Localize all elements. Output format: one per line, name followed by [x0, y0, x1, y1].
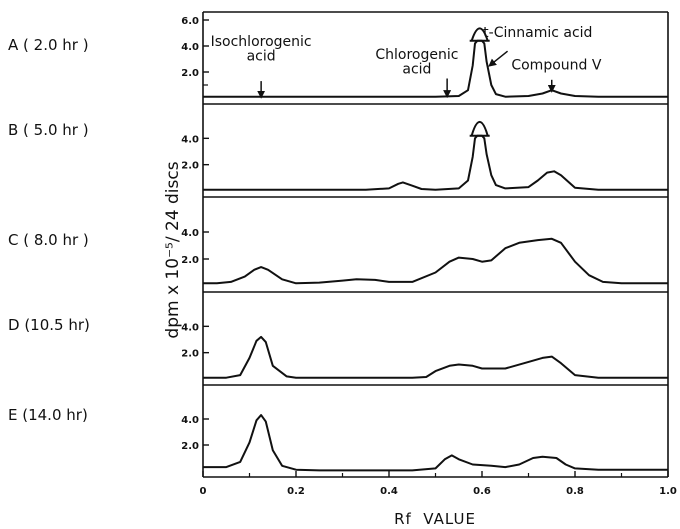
peak-annotation: Isochlorogenic	[211, 34, 312, 50]
off-scale-peak-cap	[470, 27, 489, 42]
y-tick-label: 2.0	[181, 161, 199, 172]
x-tick-label: 0.6	[473, 486, 491, 497]
y-tick-label: 4.0	[181, 415, 199, 426]
series-line	[203, 335, 668, 379]
series-line	[203, 237, 668, 285]
panel-1: B ( 5.0 hr ) 2.0 4.0	[8, 120, 668, 198]
peak-annotation: Compound V	[511, 57, 602, 73]
peak-annotation: t-Cinnamic acid	[483, 25, 592, 41]
panel-label: A ( 2.0 hr )	[8, 36, 89, 54]
y-axis-label: dpm x 10⁻⁵/ 24 discs	[163, 161, 183, 338]
peak-annotation: acid	[402, 61, 431, 77]
x-axis-label: Rf VALUE	[394, 510, 476, 528]
y-tick-label: 4.0	[181, 42, 199, 53]
x-tick-label: 0.8	[566, 486, 584, 497]
panel-3: D (10.5 hr) 2.0 4.0	[8, 316, 668, 386]
series-line	[203, 414, 668, 472]
annotation-arrow	[488, 50, 509, 67]
x-tick-label: 0.2	[287, 486, 305, 497]
panel-label: D (10.5 hr)	[8, 316, 90, 334]
series-line	[203, 134, 668, 191]
y-tick-label: 2.0	[181, 68, 199, 79]
panel-label: E (14.0 hr)	[8, 406, 88, 424]
y-tick-label: 4.0	[181, 134, 199, 145]
y-tick-label: 4.0	[181, 228, 199, 239]
y-tick-label: 6.0	[181, 16, 199, 27]
panel-label: B ( 5.0 hr )	[8, 121, 89, 139]
off-scale-peak-cap	[470, 120, 489, 136]
y-tick-label: 2.0	[181, 349, 199, 360]
panel-label: C ( 8.0 hr )	[8, 231, 89, 249]
x-tick-label: 0	[200, 486, 207, 497]
panel-4: E (14.0 hr) 2.0 4.0	[8, 406, 668, 478]
x-tick-label: 0.4	[380, 486, 398, 497]
peak-annotation: Chlorogenic	[375, 47, 458, 63]
panel-2: C ( 8.0 hr ) 2.0 4.0	[8, 228, 668, 293]
peak-annotation: acid	[247, 48, 276, 64]
y-tick-label: 4.0	[181, 322, 199, 333]
y-tick-label: 2.0	[181, 255, 199, 266]
y-tick-label: 2.0	[181, 441, 199, 452]
x-tick-label: 1.0	[659, 486, 677, 497]
